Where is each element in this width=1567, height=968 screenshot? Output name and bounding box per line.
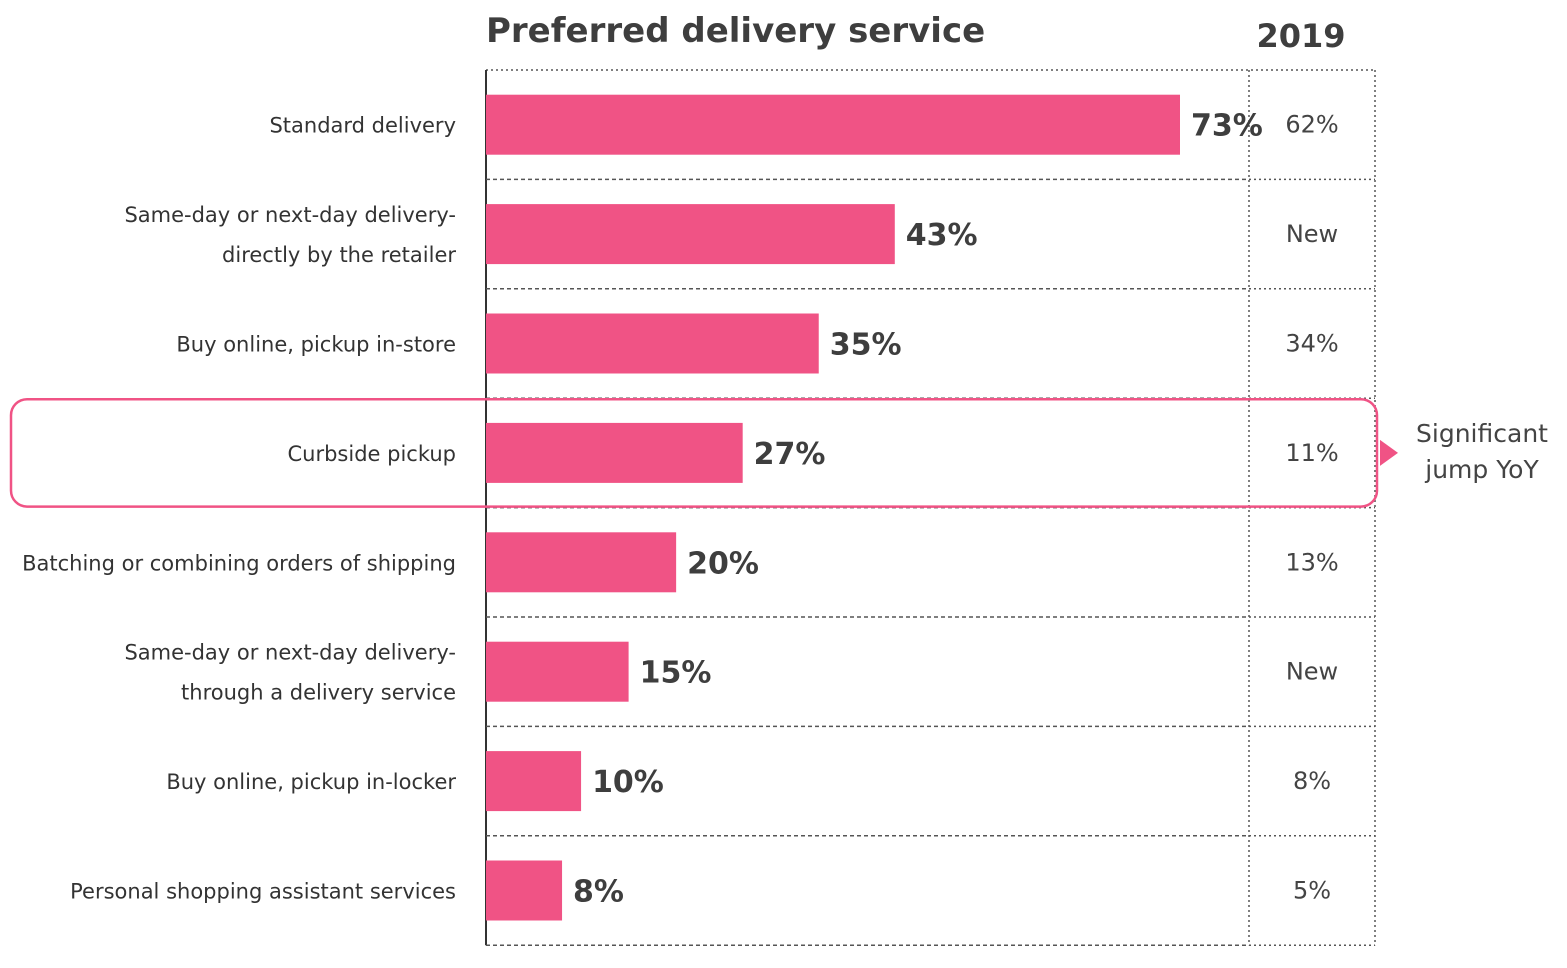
category-label: Curbside pickup <box>287 442 456 466</box>
category-labels-group: Standard delivery Same-day or next-day de… <box>22 114 456 904</box>
category-label: Personal shopping assistant services <box>70 880 456 904</box>
category-label: Standard delivery <box>269 114 456 138</box>
bar <box>486 641 629 702</box>
bar <box>486 313 819 374</box>
category-label: Same-day or next-day delivery- <box>124 203 456 227</box>
bars-group <box>486 94 1180 921</box>
comparison-value: 62% <box>1285 111 1338 139</box>
comparison-value: New <box>1286 220 1338 248</box>
value-label: 35% <box>830 328 902 363</box>
value-label: 15% <box>640 656 712 691</box>
highlight-note-text: jump YoY <box>1424 455 1539 484</box>
value-label: 10% <box>592 765 664 800</box>
category-label: Buy online, pickup in-locker <box>166 770 456 794</box>
highlight-group <box>9 397 1398 508</box>
category-label: Batching or combining orders of shipping <box>22 551 456 575</box>
comparison-value: 11% <box>1285 439 1338 467</box>
value-label: 73% <box>1191 109 1263 144</box>
highlight-box <box>9 397 1379 508</box>
chart-title: Preferred delivery service <box>486 11 985 51</box>
category-label: Buy online, pickup in-store <box>176 333 456 357</box>
value-label: 43% <box>906 218 978 253</box>
bar <box>486 751 582 812</box>
category-label: directly by the retailer <box>222 243 456 267</box>
bar <box>486 94 1180 155</box>
value-label: 8% <box>573 875 624 910</box>
comparison-value: 8% <box>1293 767 1331 795</box>
comparison-column-header: 2019 <box>1256 17 1345 55</box>
category-label: through a delivery service <box>181 681 456 705</box>
comparison-value: New <box>1286 658 1338 686</box>
comparison-value: 5% <box>1293 877 1331 905</box>
highlight-note-text: Significant <box>1416 419 1548 448</box>
comparison-value: 34% <box>1285 330 1338 358</box>
bar <box>486 532 677 593</box>
value-label: 20% <box>687 546 759 581</box>
comparison-value: 13% <box>1285 548 1338 576</box>
bar <box>486 422 743 483</box>
category-label: Same-day or next-day delivery- <box>124 641 456 665</box>
comparison-values-group: 62% New 34% 11% 13% New 8% 5% <box>1285 111 1338 905</box>
highlight-arrow-icon <box>1380 439 1398 466</box>
bar <box>486 204 895 265</box>
value-labels-group: 73% 43% 35% 27% 20% 15% 10% 8% <box>573 109 1263 910</box>
bar <box>486 860 563 921</box>
highlight-note-group: Significant jump YoY <box>1416 419 1548 484</box>
value-label: 27% <box>754 437 826 472</box>
